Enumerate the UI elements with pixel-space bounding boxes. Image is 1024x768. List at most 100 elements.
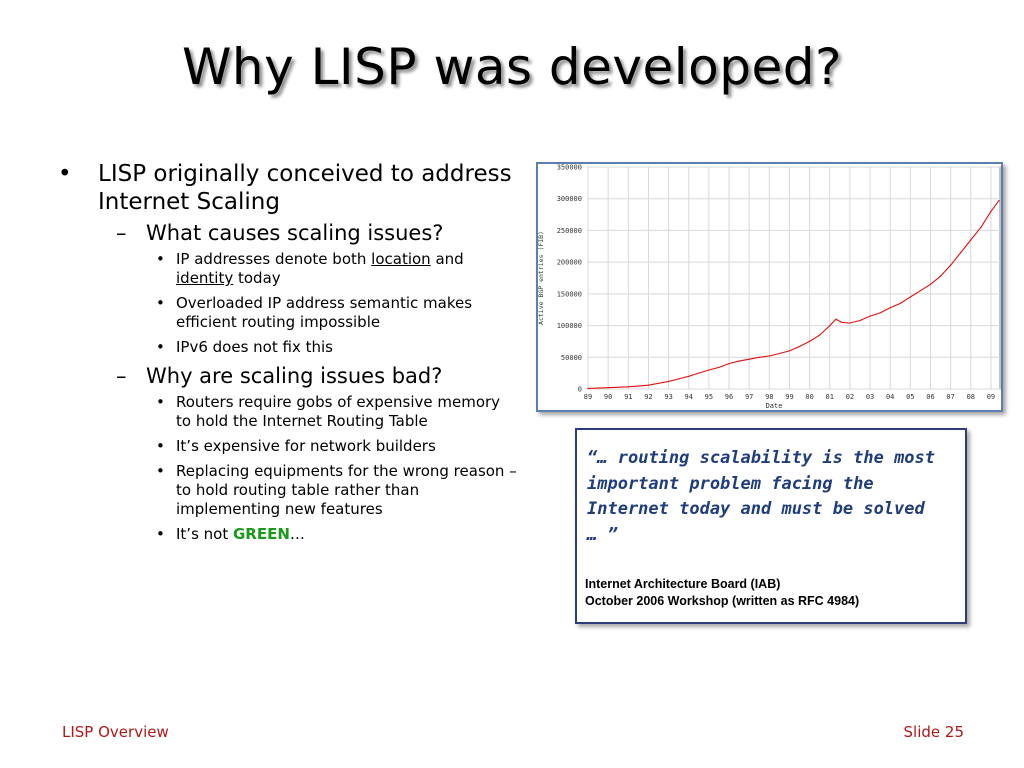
underlined-term: location [371,250,431,268]
data-point [627,386,629,388]
x-tick-label: 92 [644,393,652,401]
data-point [587,387,589,389]
bullet-text: Overloaded IP address semantic makes eff… [176,294,473,331]
x-axis-label: Date [766,402,783,410]
x-tick-label: 02 [846,393,854,401]
quote-attribution: Internet Architecture Board (IAB) Octobe… [585,576,859,610]
attribution-line: Internet Architecture Board (IAB) [585,577,781,591]
data-point [899,302,901,304]
data-point [980,226,982,228]
bullet-text: … [289,525,305,543]
data-point [889,307,891,309]
x-tick-label: 08 [967,393,975,401]
x-tick-label: 94 [685,393,693,401]
slide-title: Why LISP was developed? [181,38,843,96]
data-point [778,352,780,355]
slide-number: Slide 25 [903,723,964,741]
y-tick-label: 200000 [557,259,582,267]
data-point [728,363,730,365]
data-point [829,324,831,327]
x-tick-label: 05 [906,393,914,401]
y-axis-label: Active BGP entries (FIB) [538,231,545,325]
bullet-level3: IP addresses denote both location and id… [58,250,518,288]
data-point [688,375,690,377]
data-point [929,283,932,285]
data-point [990,210,992,212]
bullet-level3: Routers require gobs of expensive memory… [58,393,518,431]
data-point [708,369,710,371]
data-point [718,366,720,369]
data-point [909,296,911,298]
quote-open-mark: “… [587,448,608,468]
x-tick-label: 89 [584,393,592,401]
y-tick-label: 100000 [557,322,582,330]
green-word: GREEN [233,525,290,543]
x-tick-label: 97 [745,393,753,401]
x-tick-label: 06 [926,393,934,401]
bullet-level3: It’s expensive for network builders [58,437,518,456]
y-tick-label: 350000 [557,164,582,172]
bullet-level3: Overloaded IP address semantic makes eff… [58,294,518,332]
data-point [768,355,770,357]
y-tick-label: 0 [578,386,582,394]
bullet-level2: Why are scaling issues bad? [58,363,518,389]
data-point [998,200,1000,202]
data-point [798,345,801,348]
data-point [698,372,700,374]
data-point [919,290,922,292]
data-point [849,322,851,324]
underlined-term: identity [176,269,234,287]
quote-body: routing scalability is the most importan… [587,448,936,545]
x-tick-label: 98 [765,393,773,401]
bullet-level3: Replacing equipments for the wrong reaso… [58,462,518,519]
data-point [819,334,821,336]
quote-close-mark: ” [607,524,618,545]
x-tick-label: 93 [664,393,672,401]
data-point [970,239,972,241]
y-tick-label: 300000 [557,195,582,203]
bullet-text: LISP originally conceived to address Int… [98,161,512,215]
bullet-level3: It’s not GREEN… [58,525,518,544]
y-tick-label: 50000 [561,354,582,362]
data-point [738,360,740,362]
bullet-text: Replacing equipments for the wrong reaso… [176,462,517,518]
x-tick-label: 03 [866,393,874,401]
data-point [647,384,650,386]
bullet-level1: LISP originally conceived to address Int… [58,160,518,216]
data-point [859,319,861,322]
x-tick-label: 09 [987,393,995,401]
bgp-growth-chart: 89 90 91 92 93 94 95 96 97 98 99 00 01 02 03 04 05 06 07 08… [536,162,1003,412]
bullet-list: LISP originally conceived to address Int… [58,160,518,550]
x-tick-label: 07 [946,393,954,401]
x-tick-label: 91 [624,393,632,401]
data-point [879,312,881,314]
data-point [939,275,942,277]
data-point [960,252,962,254]
bullet-text: IP addresses denote both [176,250,372,268]
quote-box: “… routing scalability is the most impor… [575,428,967,624]
data-point [758,356,760,358]
x-tick-label: 95 [705,393,713,401]
bullet-text: Why are scaling issues bad? [146,364,443,388]
data-point [788,350,791,352]
data-point [678,378,680,380]
data-point [869,315,871,317]
data-point [809,340,811,343]
x-tick-label: 96 [725,393,733,401]
data-point [950,264,952,266]
data-point [607,387,609,389]
bullet-text: today [233,269,281,287]
footer-title: LISP Overview [62,723,169,741]
bullet-level2: What causes scaling issues? [58,220,518,246]
x-tick-label: 04 [886,393,894,401]
y-tick-label: 250000 [557,227,582,235]
plot-area [587,166,1001,390]
bullet-level3: IPv6 does not fix this [58,338,518,357]
chart-svg: 89 90 91 92 93 94 95 96 97 98 99 00 01 02 03 04 05 06 07 08… [538,164,1001,410]
data-point [835,318,837,320]
attribution-line: October 2006 Workshop (written as RFC 49… [585,594,860,608]
bullet-text: What causes scaling issues? [146,221,444,245]
data-point [841,321,843,323]
y-tick-label: 150000 [557,290,582,298]
quote-text: “… routing scalability is the most impor… [587,446,957,548]
